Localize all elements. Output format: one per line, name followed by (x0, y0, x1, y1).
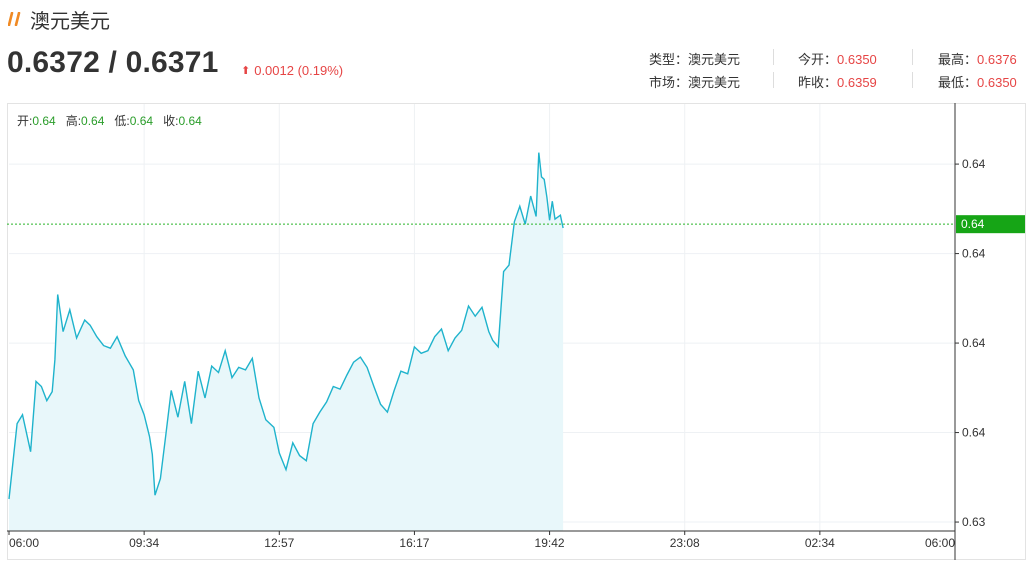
price-change-value: 0.0012 (0.19%) (254, 63, 344, 78)
market-value: 澳元美元 (688, 75, 741, 90)
page-title: 澳元美元 (30, 10, 110, 33)
info-low: 最低：0.6350 (938, 72, 1017, 91)
title-bar: 澳元美元 (8, 6, 110, 33)
ohlc-high-value: 0.64 (81, 114, 105, 128)
info-prev-close: 昨收：0.6359 (798, 72, 877, 91)
type-value: 澳元美元 (688, 52, 741, 67)
up-arrow-icon: ⬆ (241, 65, 251, 77)
price-change: ⬆ 0.0012 (0.19%) (241, 63, 343, 78)
high-label: 最高： (938, 52, 978, 67)
ohlc-close-value: 0.64 (178, 114, 202, 128)
y-tick-label: 0.63 (962, 515, 986, 529)
x-tick-label: 09:34 (129, 536, 159, 550)
prev-close-value: 0.6359 (837, 75, 877, 90)
ohlc-readout: 开:0.64 高:0.64 低:0.64 收:0.64 (17, 112, 212, 129)
price-line (8, 152, 564, 500)
x-tick-label: 06:00 (9, 536, 39, 550)
ohlc-high-label: 高: (65, 114, 82, 128)
info-high: 最高：0.6376 (938, 49, 1017, 68)
high-value: 0.6376 (977, 52, 1017, 67)
x-tick-label: 16:17 (399, 536, 429, 550)
bid-ask-price: 0.6372 / 0.6371 (7, 46, 219, 79)
prev-close-label: 昨收： (798, 75, 838, 90)
info-divider (773, 49, 774, 65)
x-tick-label: 19:42 (535, 536, 565, 550)
y-tick-label: 0.64 (962, 426, 986, 440)
info-open: 今开：0.6350 (798, 49, 877, 68)
ohlc-open-value: 0.64 (32, 114, 56, 128)
info-type: 类型：澳元美元 (649, 49, 740, 68)
x-tick-label: 02:34 (805, 536, 835, 550)
open-value: 0.6350 (837, 52, 877, 67)
double-slash-icon (8, 12, 21, 26)
ohlc-close-label: 收: (163, 114, 179, 128)
current-price-label: 0.64 (961, 217, 985, 231)
type-label: 类型： (649, 52, 689, 67)
current-price-badge (956, 215, 1025, 234)
y-tick-label: 0.64 (962, 157, 986, 171)
y-tick-label: 0.64 (962, 247, 986, 261)
x-tick-label: 06:00 (925, 536, 955, 550)
x-tick-label: 23:08 (670, 536, 700, 550)
price-area (9, 152, 564, 531)
y-tick-label: 0.64 (962, 336, 986, 350)
info-divider (912, 49, 913, 65)
x-axis: 06:00 09:34 12:57 16:17 19:42 23:08 02:34 06:00 (8, 531, 956, 550)
low-label: 最低： (938, 75, 978, 90)
info-market: 市场：澳元美元 (649, 72, 740, 91)
price-chart[interactable]: 0.64 0.64 0.64 0.64 0.64 0.63 06:00 09:34 12:5… (7, 103, 1026, 560)
market-label: 市场： (649, 75, 689, 90)
info-divider (912, 72, 913, 88)
ohlc-low-label: 低: (114, 114, 130, 128)
info-divider (773, 72, 774, 88)
low-value: 0.6350 (977, 75, 1017, 90)
x-tick-label: 12:57 (264, 536, 294, 550)
y-axis: 0.64 0.64 0.64 0.64 0.63 (955, 157, 986, 529)
ohlc-open-label: 开: (17, 114, 33, 128)
open-label: 今开： (798, 52, 838, 67)
ohlc-low-value: 0.64 (129, 114, 154, 128)
